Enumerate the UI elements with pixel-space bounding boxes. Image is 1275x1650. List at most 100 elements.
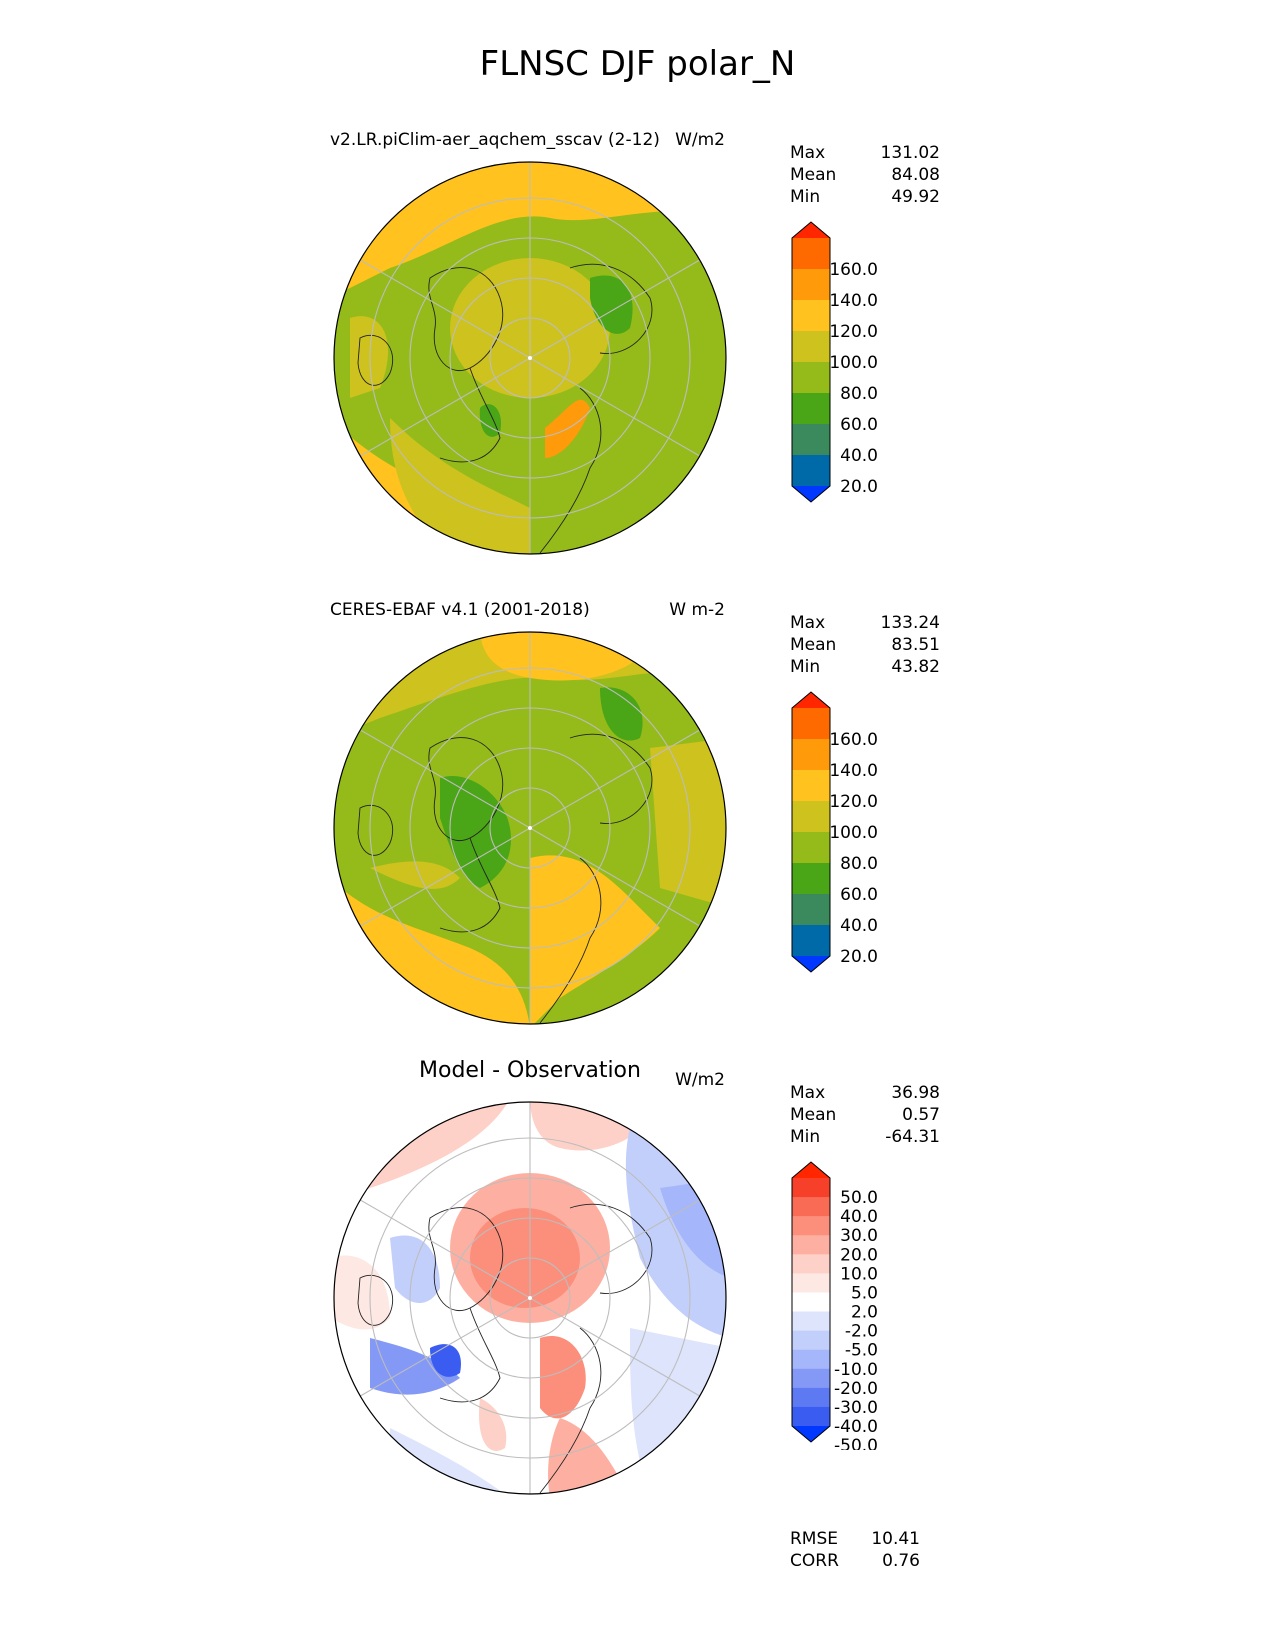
- colorbar-segment: [792, 424, 830, 456]
- colorbar-segment: [792, 801, 830, 833]
- mean-label: Mean: [790, 165, 837, 185]
- colorbar-segment: [792, 1349, 830, 1370]
- min-label: Min: [790, 187, 821, 207]
- colorbar-tick-label: 0.0: [851, 978, 878, 980]
- diff-polar-map: [333, 1101, 727, 1495]
- colorbar-segment: [792, 1330, 830, 1351]
- colorbar-tick-label: 100.0: [829, 353, 878, 373]
- min-value: -64.31: [885, 1127, 940, 1147]
- model-panel-title: v2.LR.piClim-aer_aqchem_sscav (2-12): [330, 130, 660, 150]
- colorbar-segment: [792, 393, 830, 425]
- error-stats: RMSE 10.41 CORR 0.76: [790, 1528, 920, 1572]
- colorbar-segment: [792, 269, 830, 301]
- colorbar-segment: [792, 362, 830, 394]
- obs-stats: Max 133.24 Mean 83.51 Min 43.82: [790, 612, 940, 678]
- colorbar-extend-max: [792, 222, 830, 238]
- colorbar-extend-max: [792, 1162, 830, 1178]
- colorbar-tick-label: -30.0: [834, 1398, 878, 1418]
- colorbar-tick-label: 60.0: [840, 885, 878, 905]
- colorbar-tick-label: -10.0: [834, 1360, 878, 1380]
- obs-panel: CERES-EBAF v4.1 (2001-2018) W m-2 Max 133…: [330, 600, 940, 1040]
- obs-panel-title: CERES-EBAF v4.1 (2001-2018): [330, 600, 590, 620]
- model-colorbar: 160.0 140.0 120.0 100.0 80.0 60.0 40.0 20.0 0.0: [791, 221, 878, 510]
- diff-panel: Model - Observation W/m2 Max 36.98 Mean 0.…: [330, 1058, 940, 1510]
- colorbar-tick-label: 20.0: [840, 947, 878, 967]
- figure-title: FLNSC DJF polar_N: [479, 44, 796, 84]
- colorbar-tick-label: 2.0: [851, 1303, 878, 1323]
- colorbar-segment: [792, 238, 830, 270]
- colorbar-tick-label: 120.0: [829, 792, 878, 812]
- model-stats: Max 131.02 Mean 84.08 Min 49.92: [790, 142, 940, 208]
- min-value: 49.92: [891, 187, 940, 207]
- colorbar-tick-label: 20.0: [840, 1245, 878, 1265]
- colorbar-segment: [792, 770, 830, 802]
- colorbar-segment: [792, 925, 830, 957]
- colorbar-tick-label: 10.0: [840, 1264, 878, 1284]
- colorbar-extend-min: [792, 1426, 830, 1442]
- colorbar-segment: [792, 863, 830, 895]
- obs-polar-map: [333, 631, 727, 1025]
- colorbar-outline: [791, 221, 831, 503]
- mean-value: 0.57: [902, 1105, 940, 1125]
- colorbar-tick-label: 20.0: [840, 477, 878, 497]
- colorbar-extend-min: [792, 956, 830, 972]
- rmse-label: RMSE: [790, 1529, 839, 1549]
- colorbar-segment: [792, 1311, 830, 1332]
- diff-colorbar: 50.040.030.020.010.05.02.0-2.0-5.0-10.0-…: [791, 1161, 878, 1450]
- colorbar-tick-label: -5.0: [845, 1341, 878, 1361]
- colorbar-tick-label: 140.0: [829, 291, 878, 311]
- max-label: Max: [790, 143, 826, 163]
- colorbar-segment: [792, 1368, 830, 1389]
- colorbar-segment: [792, 708, 830, 740]
- colorbar-tick-label: -40.0: [834, 1417, 878, 1437]
- mean-value: 84.08: [891, 165, 940, 185]
- max-value: 133.24: [880, 613, 940, 633]
- model-panel-units: W/m2: [675, 130, 725, 150]
- min-label: Min: [790, 1127, 821, 1147]
- diff-panel-units: W/m2: [675, 1070, 725, 1090]
- colorbar-segment: [792, 331, 830, 363]
- min-label: Min: [790, 657, 821, 677]
- colorbar-tick-label: 80.0: [840, 384, 878, 404]
- colorbar-tick-label: 40.0: [840, 916, 878, 936]
- colorbar-outline: [791, 691, 831, 973]
- colorbar-extend-max: [792, 692, 830, 708]
- colorbar-tick-label: 80.0: [840, 854, 878, 874]
- max-value: 36.98: [891, 1083, 940, 1103]
- colorbar-extend-min: [792, 486, 830, 502]
- colorbar-tick-label: 60.0: [840, 415, 878, 435]
- colorbar-segment: [792, 739, 830, 771]
- colorbar-outline: [791, 1161, 831, 1443]
- max-label: Max: [790, 613, 826, 633]
- colorbar-segment: [792, 455, 830, 487]
- colorbar-segment: [792, 1216, 830, 1236]
- mean-value: 83.51: [891, 635, 940, 655]
- colorbar-tick-label: 0.0: [851, 508, 878, 510]
- colorbar-tick-label: -50.0: [834, 1436, 878, 1450]
- colorbar-segment: [792, 300, 830, 332]
- mean-label: Mean: [790, 1105, 837, 1125]
- colorbar-tick-label: -20.0: [834, 1379, 878, 1399]
- max-label: Max: [790, 1083, 826, 1103]
- colorbar-tick-label: 30.0: [840, 1226, 878, 1246]
- colorbar-tick-label: 160.0: [829, 730, 878, 750]
- diff-panel-title: Model - Observation: [419, 1058, 641, 1083]
- colorbar-tick-label: 5.0: [851, 1283, 878, 1303]
- colorbar-segment: [792, 1235, 830, 1255]
- obs-colorbar: 160.0 140.0 120.0 100.0 80.0 60.0 40.0 20.0 0.0: [791, 691, 878, 980]
- colorbar-segment: [792, 1273, 830, 1293]
- colorbar-tick-label: 40.0: [840, 446, 878, 466]
- corr-value: 0.76: [882, 1551, 920, 1571]
- colorbar-tick-label: 40.0: [840, 1207, 878, 1227]
- colorbar-segment: [792, 1197, 830, 1217]
- obs-panel-units: W m-2: [669, 600, 725, 620]
- max-value: 131.02: [880, 143, 940, 163]
- colorbar-tick-label: 100.0: [829, 823, 878, 843]
- colorbar-tick-label: 50.0: [840, 1188, 878, 1208]
- colorbar-segment: [792, 894, 830, 926]
- colorbar-tick-label: 120.0: [829, 322, 878, 342]
- colorbar-tick-label: 160.0: [829, 260, 878, 280]
- diff-stats: Max 36.98 Mean 0.57 Min -64.31: [790, 1082, 940, 1148]
- model-panel: v2.LR.piClim-aer_aqchem_sscav (2-12) W/m…: [330, 130, 940, 570]
- colorbar-segment: [792, 1254, 830, 1274]
